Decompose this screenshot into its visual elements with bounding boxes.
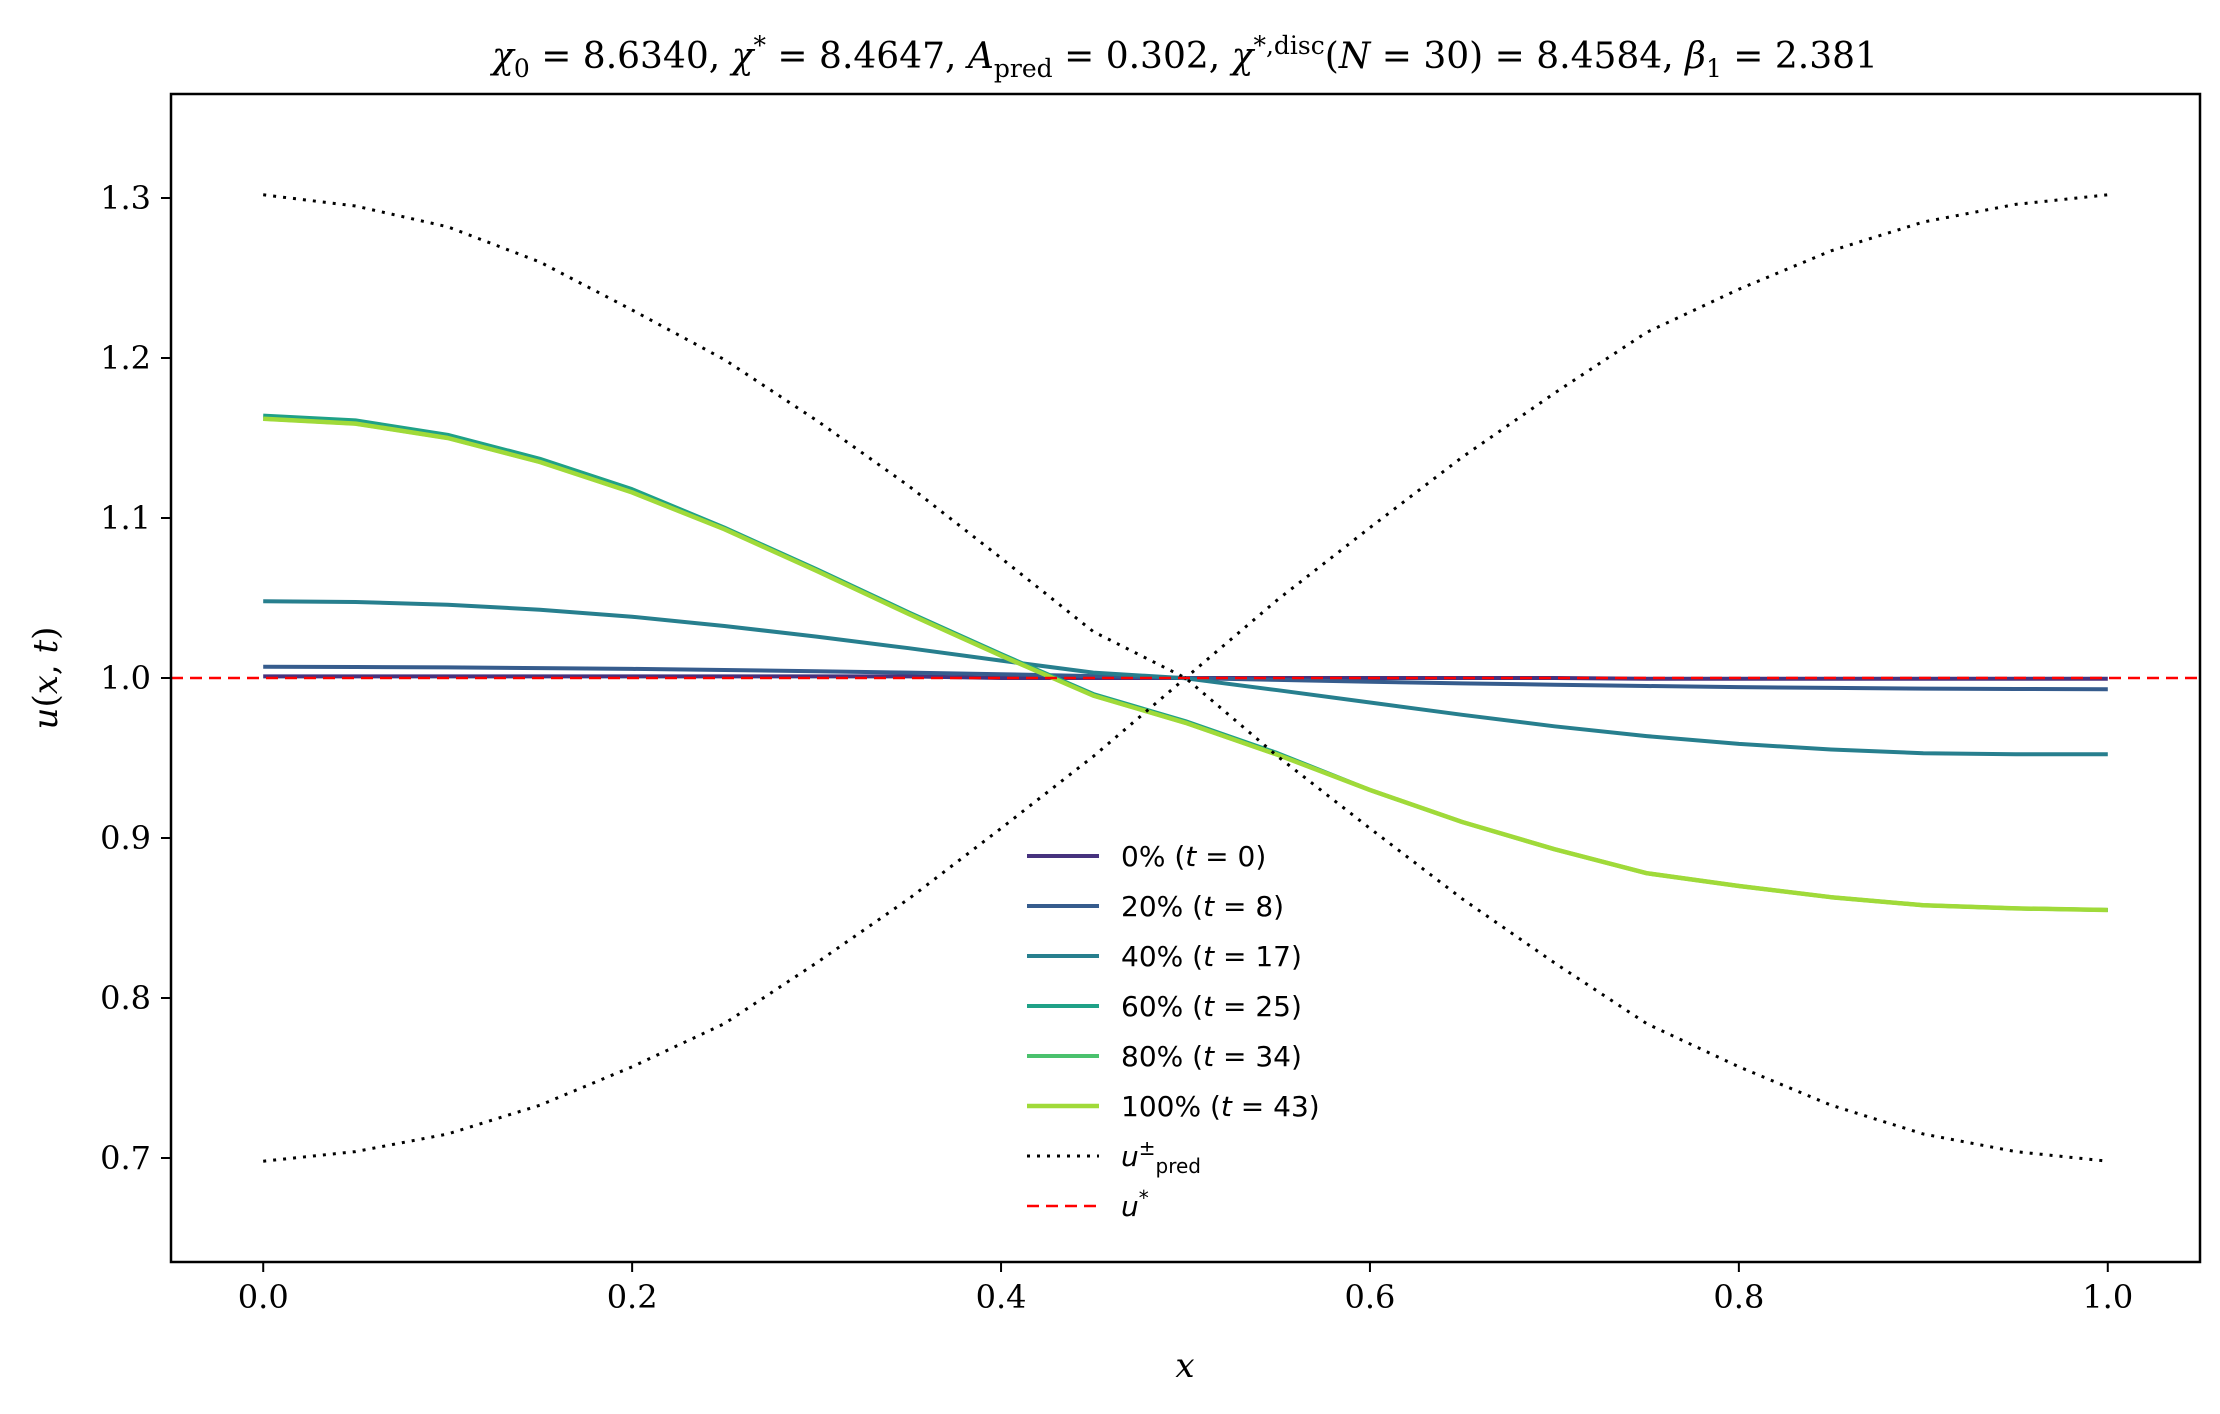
chart-legend: 0% (t = 0) 20% (t = 8) 40% (t = 17) 60% (t … — [1027, 840, 1320, 1223]
chart-title: χ0​ = 8.6340, χ*​ = 8.4647, Apred​ = 0.3… — [489, 31, 1878, 83]
y-axis-label: u(x, t) — [26, 627, 66, 730]
x-tick-label: 0.0 — [238, 1278, 289, 1316]
legend-label: 60% (t = 25) — [1121, 990, 1302, 1023]
x-tick-label: 0.2 — [607, 1278, 658, 1316]
x-tick-label: 0.8 — [1713, 1278, 1764, 1316]
legend-label: 40% (t = 17) — [1121, 940, 1302, 973]
y-tick-label: 1.1 — [100, 499, 151, 537]
legend-label: u±​pred​ — [1121, 1136, 1201, 1178]
x-tick-label: 0.4 — [976, 1278, 1027, 1316]
plot-lines — [171, 193, 2200, 1163]
y-tick-label: 1.2 — [100, 339, 151, 377]
legend-label: 0% (t = 0) — [1121, 840, 1266, 873]
y-tick-label: 0.8 — [100, 979, 151, 1017]
legend-label: 100% (t = 43) — [1121, 1090, 1320, 1123]
plot-frame — [169, 92, 2202, 1264]
legend-label: u*​ — [1121, 1186, 1149, 1223]
y-tick-label: 1.3 — [100, 179, 151, 217]
x-axis-label: x — [1175, 1346, 1194, 1386]
y-tick-label: 0.9 — [100, 819, 151, 857]
y-tick-label: 1.0 — [100, 659, 151, 697]
y-axis-ticks: 0.7 0.8 0.9 1.0 1.1 1.2 1.3 — [100, 179, 171, 1177]
x-tick-label: 1.0 — [2082, 1278, 2133, 1316]
x-axis-ticks: 0.0 0.2 0.4 0.6 0.8 1.0 — [238, 1262, 2133, 1316]
x-tick-label: 0.6 — [1345, 1278, 1396, 1316]
series-line-5 — [263, 416, 2108, 913]
legend-label: 20% (t = 8) — [1121, 890, 1284, 923]
legend-label: 80% (t = 34) — [1121, 1040, 1302, 1073]
series-line-6 — [263, 193, 2108, 1163]
y-tick-label: 0.7 — [100, 1139, 151, 1177]
